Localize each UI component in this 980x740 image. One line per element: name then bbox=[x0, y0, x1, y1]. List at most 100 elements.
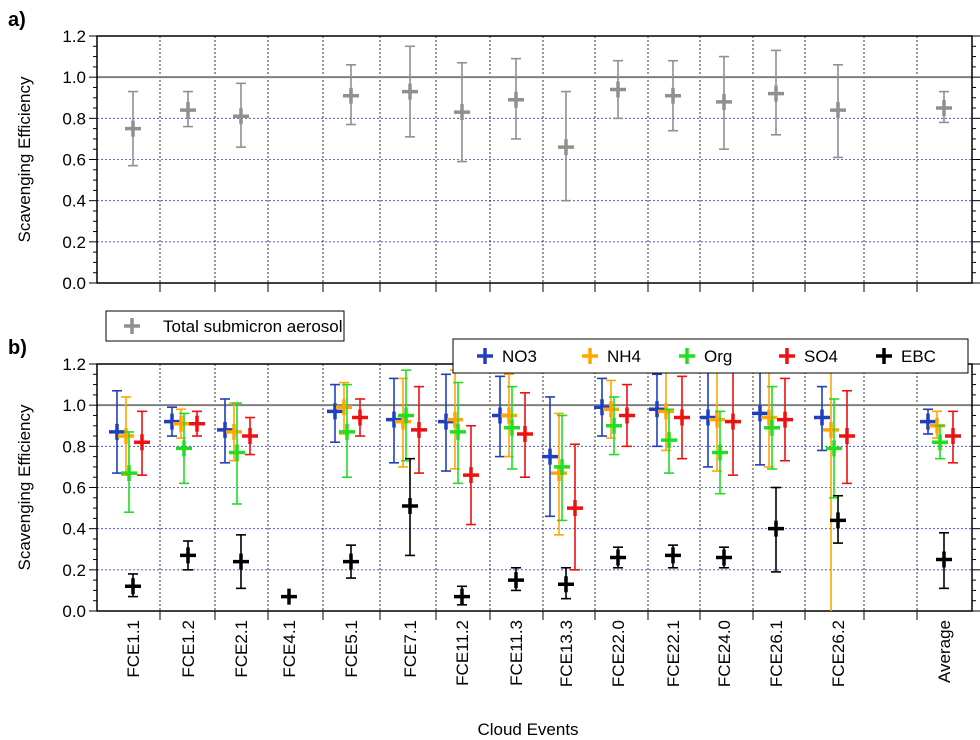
data-point bbox=[768, 520, 784, 537]
data-point bbox=[752, 405, 768, 422]
data-point bbox=[649, 401, 665, 418]
legend-panel-a: Total submicron aerosol bbox=[105, 310, 345, 342]
panel-b-label: b) bbox=[8, 337, 27, 359]
data-point bbox=[761, 409, 777, 426]
category-label: FCE5.1 bbox=[342, 620, 361, 678]
y-tick-label: 1.2 bbox=[62, 355, 86, 374]
data-point bbox=[352, 409, 368, 426]
data-point bbox=[830, 102, 846, 119]
data-point bbox=[945, 428, 961, 445]
data-point bbox=[603, 401, 619, 418]
data-point bbox=[558, 576, 574, 593]
y-tick-label: 0.2 bbox=[62, 561, 86, 580]
data-point bbox=[454, 588, 470, 605]
data-point bbox=[517, 425, 533, 442]
category-label: FCE22.1 bbox=[664, 620, 683, 687]
legend-label: EBC bbox=[901, 347, 936, 366]
panel-a-label: a) bbox=[8, 9, 26, 31]
data-point bbox=[402, 498, 418, 515]
legend-label: NO3 bbox=[502, 347, 537, 366]
y-axis-label: Scavenging Efficiency bbox=[15, 404, 34, 571]
data-point bbox=[658, 403, 674, 420]
data-point bbox=[594, 399, 610, 416]
data-point bbox=[386, 411, 402, 428]
legend-entry: NO3 bbox=[477, 347, 537, 366]
series-total-submicron-aerosol bbox=[125, 45, 952, 202]
legend-label: SO4 bbox=[804, 347, 838, 366]
category-label: FCE1.2 bbox=[179, 620, 198, 678]
data-point bbox=[610, 549, 626, 566]
data-point bbox=[932, 434, 948, 451]
data-point bbox=[180, 102, 196, 119]
data-point bbox=[936, 100, 952, 117]
panel-a: 0.0 0.2 0.4 0.6 0.8 1.0 1.2 Scavenging Efficien… bbox=[15, 27, 980, 293]
data-point bbox=[716, 93, 732, 110]
y-tick-label: 0.8 bbox=[62, 437, 86, 456]
category-label: FCE22.0 bbox=[609, 620, 628, 687]
data-point bbox=[823, 421, 839, 438]
y-axis-label: Scavenging Efficiency bbox=[15, 76, 34, 243]
legend-entry: EBC bbox=[876, 347, 936, 366]
data-point bbox=[454, 104, 470, 121]
legend-marker bbox=[477, 348, 493, 364]
data-point bbox=[725, 413, 741, 430]
category-label: FCE26.1 bbox=[767, 620, 786, 687]
data-point bbox=[402, 83, 418, 100]
data-point bbox=[339, 423, 355, 440]
data-point bbox=[768, 85, 784, 102]
data-point bbox=[712, 444, 728, 461]
data-point bbox=[343, 553, 359, 570]
legend-label: Total submicron aerosol bbox=[163, 317, 343, 336]
series-no3 bbox=[109, 363, 936, 518]
data-point bbox=[665, 547, 681, 564]
x-axis-categories: FCE1.1 FCE1.2 FCE2.1 FCE4.1 FCE5.1 FCE7.1 FCE1… bbox=[124, 620, 954, 687]
category-label: FCE7.1 bbox=[401, 620, 420, 678]
panel-b: 0.0 0.2 0.4 0.6 0.8 1.0 1.2 Scavenging Efficien… bbox=[15, 355, 980, 621]
data-point bbox=[164, 413, 180, 430]
y-tick-label: 1.2 bbox=[62, 27, 86, 46]
y-tick-label: 0.6 bbox=[62, 151, 86, 170]
data-point bbox=[665, 87, 681, 104]
data-point bbox=[121, 465, 137, 482]
data-point bbox=[504, 419, 520, 436]
y-tick-label: 0.0 bbox=[62, 274, 86, 293]
data-point bbox=[450, 423, 466, 440]
data-point bbox=[438, 413, 454, 430]
data-point bbox=[233, 553, 249, 570]
y-tick-label: 0.0 bbox=[62, 602, 86, 621]
data-point bbox=[327, 403, 343, 420]
legend-marker bbox=[124, 318, 140, 334]
y-tick-label: 0.4 bbox=[62, 520, 86, 539]
y-tick-label: 0.4 bbox=[62, 192, 86, 211]
data-point bbox=[411, 421, 427, 438]
data-point bbox=[709, 411, 725, 428]
data-point bbox=[447, 411, 463, 428]
data-point bbox=[463, 467, 479, 484]
data-point bbox=[343, 87, 359, 104]
series-nh4 bbox=[118, 363, 945, 611]
data-point bbox=[716, 549, 732, 566]
legend-marker bbox=[779, 348, 795, 364]
legend-label: NH4 bbox=[607, 347, 641, 366]
data-point bbox=[554, 458, 570, 475]
category-label: FCE4.1 bbox=[280, 620, 299, 678]
y-tick-label: 0.8 bbox=[62, 109, 86, 128]
data-point bbox=[542, 448, 558, 465]
data-point bbox=[508, 91, 524, 108]
data-point bbox=[777, 411, 793, 428]
data-point bbox=[125, 578, 141, 595]
y-tick-label: 1.0 bbox=[62, 396, 86, 415]
series-org bbox=[121, 369, 948, 522]
data-point bbox=[229, 444, 245, 461]
legend-entry: Org bbox=[679, 347, 732, 366]
data-point bbox=[134, 434, 150, 451]
category-label: FCE13.3 bbox=[557, 620, 576, 687]
data-point bbox=[217, 421, 233, 438]
legend-marker bbox=[582, 348, 598, 364]
data-point bbox=[226, 423, 242, 440]
category-label: FCE26.2 bbox=[829, 620, 848, 687]
data-point bbox=[567, 500, 583, 517]
y-tick-label: 1.0 bbox=[62, 68, 86, 87]
data-point bbox=[558, 139, 574, 156]
x-axis-label: Cloud Events bbox=[477, 720, 578, 739]
